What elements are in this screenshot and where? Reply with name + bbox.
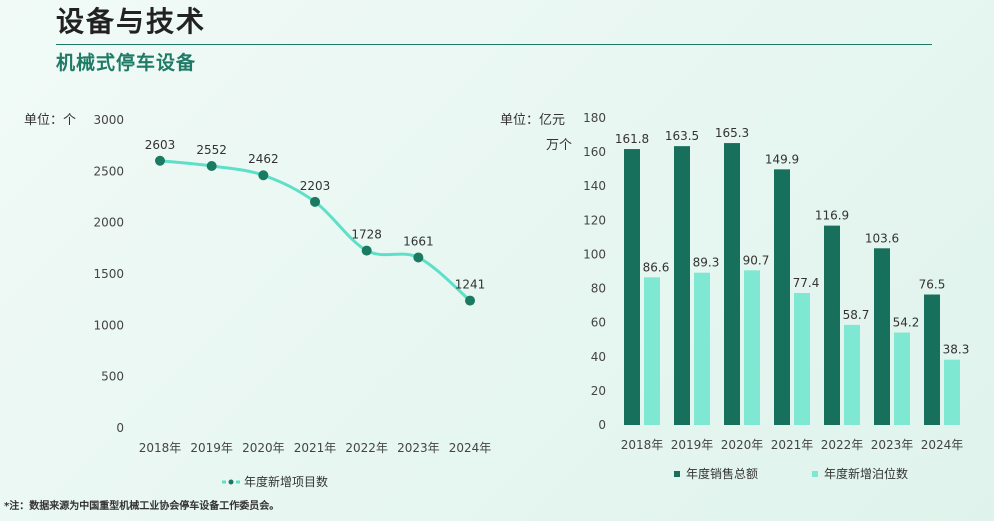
y-tick-label: 140 — [583, 179, 606, 193]
y-tick-label: 20 — [591, 384, 606, 398]
line-chart: 3000 2500 2000 1500 1000 500 0 2018年 2019年 2020年 2… — [93, 113, 491, 489]
y-tick-label: 80 — [591, 282, 606, 296]
bar-sales-total — [824, 225, 840, 425]
x-tick-label: 2020年 — [721, 438, 764, 452]
legend-swatch-berths — [812, 471, 818, 477]
data-label: 89.3 — [693, 256, 720, 270]
bar-sales-total — [674, 146, 690, 425]
legend-point-swatch — [228, 479, 234, 485]
y-tick-label: 180 — [583, 111, 606, 125]
y-tick-label: 0 — [116, 421, 124, 435]
x-tick-label: 2018年 — [621, 438, 664, 452]
x-tick-label: 2021年 — [771, 438, 814, 452]
bar-sales-total — [874, 248, 890, 425]
data-label: 58.7 — [843, 308, 870, 322]
x-tick-label: 2024年 — [921, 438, 964, 452]
data-label: 76.5 — [919, 278, 946, 292]
y-tick-label: 2000 — [93, 216, 124, 230]
title-divider — [56, 44, 932, 45]
bar-sales-total — [774, 169, 790, 425]
y-tick-label: 3000 — [93, 113, 124, 127]
data-label: 2462 — [248, 152, 279, 166]
data-label: 149.9 — [765, 152, 799, 166]
y-tick-label: 0 — [598, 418, 606, 432]
data-label: 2552 — [196, 143, 227, 157]
data-label: 54.2 — [893, 316, 920, 330]
bar-new-berths — [644, 277, 660, 425]
data-point — [413, 252, 424, 263]
line-chart-unit-label: 单位：个 — [24, 113, 76, 128]
data-point — [310, 196, 321, 207]
data-point — [258, 170, 269, 181]
x-tick-label: 2018年 — [139, 441, 182, 455]
page-subtitle: 机械式停车设备 — [56, 52, 197, 74]
page-title: 设备与技术 — [56, 5, 207, 38]
bar-chart: 180 160 140 120 100 80 60 40 20 0 2018年 161.8 86.6 20… — [583, 111, 969, 481]
data-point — [206, 160, 217, 171]
bar-chart-unit-label-2: 万个 — [546, 138, 572, 153]
y-tick-label: 40 — [591, 350, 606, 364]
data-label: 103.6 — [865, 231, 899, 245]
x-tick-label: 2019年 — [190, 441, 233, 455]
bar-chart-unit-label: 单位：亿元 — [500, 113, 565, 128]
y-tick-label: 60 — [591, 316, 606, 330]
x-tick-label: 2019年 — [671, 438, 714, 452]
y-tick-label: 1500 — [93, 267, 124, 281]
data-label: 1241 — [455, 278, 486, 292]
y-tick-label: 160 — [583, 145, 606, 159]
bar-sales-total — [624, 149, 640, 425]
data-point — [361, 245, 372, 256]
y-tick-label: 1000 — [93, 318, 124, 332]
bar-new-berths — [944, 359, 960, 425]
legend-label: 年度销售总额 — [686, 466, 758, 481]
bar-new-berths — [894, 332, 910, 425]
legend-label: 年度新增泊位数 — [824, 466, 908, 481]
bar-new-berths — [844, 324, 860, 425]
data-label: 163.5 — [665, 129, 699, 143]
bar-new-berths — [694, 272, 710, 425]
x-tick-label: 2020年 — [242, 441, 285, 455]
data-label: 86.6 — [643, 260, 670, 274]
source-footnote: *注：数据来源为中国重型机械工业协会停车设备工作委员会。 — [4, 501, 280, 512]
data-label: 116.9 — [815, 209, 849, 223]
data-label: 1661 — [403, 234, 434, 248]
x-tick-label: 2024年 — [449, 441, 492, 455]
legend-label: 年度新增项目数 — [244, 474, 328, 489]
data-label: 165.3 — [715, 126, 749, 140]
y-tick-label: 500 — [101, 370, 124, 384]
data-label: 2603 — [145, 138, 176, 152]
y-tick-label: 100 — [583, 247, 606, 261]
bar-sales-total — [924, 294, 940, 425]
data-label: 90.7 — [743, 253, 770, 267]
data-label: 2203 — [300, 179, 331, 193]
data-label: 77.4 — [793, 276, 820, 290]
x-tick-label: 2021年 — [294, 441, 337, 455]
x-tick-label: 2022年 — [345, 441, 388, 455]
x-tick-label: 2022年 — [821, 438, 864, 452]
bar-new-berths — [744, 270, 760, 425]
y-tick-label: 120 — [583, 213, 606, 227]
x-tick-label: 2023年 — [871, 438, 914, 452]
data-point — [465, 295, 476, 306]
bar-sales-total — [724, 143, 740, 426]
data-label: 1728 — [351, 228, 382, 242]
data-label: 38.3 — [943, 343, 970, 357]
data-label: 161.8 — [615, 132, 649, 146]
bar-new-berths — [794, 292, 810, 425]
data-point — [155, 155, 165, 166]
y-tick-label: 2500 — [93, 164, 124, 178]
legend-swatch-sales — [674, 471, 680, 477]
x-tick-label: 2023年 — [397, 441, 440, 455]
